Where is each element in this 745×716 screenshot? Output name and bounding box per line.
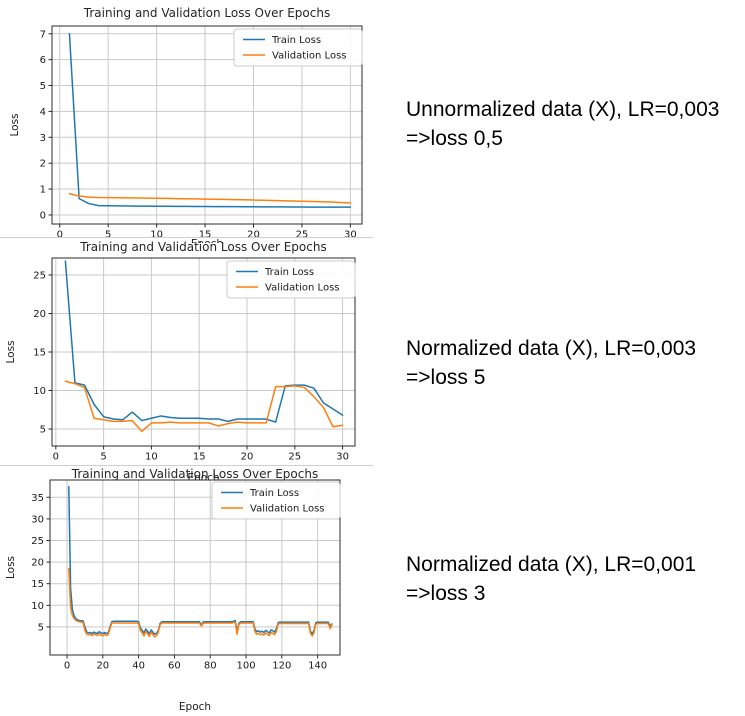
svg-text:20: 20 — [247, 229, 260, 240]
svg-text:Training and Validation Loss O: Training and Validation Loss Over Epochs — [71, 467, 318, 481]
svg-text:20: 20 — [33, 309, 46, 320]
svg-text:Train Loss: Train Loss — [264, 267, 314, 278]
svg-text:20: 20 — [241, 451, 254, 462]
loss-chart-normalized-lr001: 0 20 40 60 80 100 120 140 5 10 15 20 25 30 35 Training … — [0, 466, 373, 716]
svg-text:10: 10 — [33, 386, 46, 397]
svg-text:4: 4 — [40, 107, 46, 118]
svg-text:Loss: Loss — [9, 113, 21, 136]
annotation-normalized-lr001: Normalized data (X), LR=0,001 =>loss 3 — [406, 550, 742, 608]
svg-text:25: 25 — [33, 270, 46, 281]
svg-text:5: 5 — [40, 425, 46, 436]
loss-chart-normalized-lr003: 0 5 10 15 20 25 30 5 10 15 20 25 Training and Valida… — [0, 237, 373, 480]
loss-chart-unnormalized: 0 5 10 15 20 25 30 0 1 2 3 4 5 6 7 Training and Validat… — [0, 0, 373, 243]
svg-text:Loss: Loss — [5, 556, 17, 579]
svg-text:Validation Loss: Validation Loss — [265, 283, 340, 294]
svg-text:Training and Validation Loss O: Training and Validation Loss Over Epochs — [83, 6, 330, 20]
svg-text:30: 30 — [344, 229, 357, 240]
svg-text:Training and Validation Loss O: Training and Validation Loss Over Epochs — [79, 240, 326, 254]
svg-text:Train Loss: Train Loss — [249, 488, 299, 499]
svg-text:20: 20 — [31, 558, 44, 569]
svg-text:25: 25 — [296, 229, 309, 240]
svg-text:80: 80 — [204, 660, 217, 671]
svg-text:Epoch: Epoch — [187, 472, 219, 480]
svg-text:15: 15 — [33, 348, 46, 359]
svg-text:Validation Loss: Validation Loss — [272, 51, 347, 62]
svg-text:140: 140 — [308, 660, 327, 671]
svg-text:20: 20 — [96, 660, 109, 671]
svg-text:0: 0 — [64, 660, 70, 671]
svg-text:60: 60 — [168, 660, 181, 671]
svg-text:0: 0 — [40, 210, 46, 221]
svg-text:0: 0 — [53, 451, 59, 462]
annotation-normalized-lr001-line-1: Normalized data (X), LR=0,001 — [406, 553, 697, 576]
svg-text:3: 3 — [40, 133, 46, 144]
svg-text:0: 0 — [57, 229, 63, 240]
chart-divider-1 — [0, 237, 373, 238]
svg-text:Validation Loss: Validation Loss — [250, 504, 325, 515]
annotation-unnormalized: Unnormalized data (X), LR=0,003 =>loss 0… — [406, 95, 742, 153]
svg-text:25: 25 — [288, 451, 301, 462]
svg-text:30: 30 — [31, 514, 44, 525]
annotation-unnormalized-line-1: Unnormalized data (X), LR=0,003 — [406, 98, 720, 121]
svg-text:Train Loss: Train Loss — [271, 35, 321, 46]
loss-chart-unnormalized-svg: 0 5 10 15 20 25 30 0 1 2 3 4 5 6 7 Training and Validat… — [9, 6, 363, 243]
svg-text:120: 120 — [272, 660, 291, 671]
svg-text:10: 10 — [150, 229, 163, 240]
annotation-normalized-lr001-line-2: =>loss 3 — [406, 582, 486, 605]
svg-text:15: 15 — [199, 229, 212, 240]
svg-text:15: 15 — [193, 451, 206, 462]
svg-text:30: 30 — [336, 451, 349, 462]
svg-text:40: 40 — [132, 660, 145, 671]
svg-text:5: 5 — [40, 81, 46, 92]
svg-text:15: 15 — [31, 579, 44, 590]
svg-text:Epoch: Epoch — [179, 701, 211, 713]
svg-text:10: 10 — [145, 451, 158, 462]
annotation-normalized-lr003-line-1: Normalized data (X), LR=0,003 — [406, 337, 697, 360]
svg-text:5: 5 — [100, 451, 106, 462]
svg-text:5: 5 — [38, 622, 44, 633]
svg-text:Loss: Loss — [5, 340, 17, 363]
svg-text:5: 5 — [105, 229, 111, 240]
svg-text:6: 6 — [40, 55, 46, 66]
svg-text:Epoch: Epoch — [191, 238, 223, 243]
annotation-unnormalized-line-2: =>loss 0,5 — [406, 127, 503, 150]
annotation-normalized-lr003-line-2: =>loss 5 — [406, 366, 486, 389]
svg-text:7: 7 — [40, 29, 46, 40]
svg-text:25: 25 — [31, 536, 44, 547]
chart-divider-2 — [0, 465, 373, 466]
svg-text:35: 35 — [31, 493, 44, 504]
svg-text:10: 10 — [31, 601, 44, 612]
svg-text:100: 100 — [236, 660, 255, 671]
svg-text:2: 2 — [40, 159, 46, 170]
loss-chart-normalized-lr003-svg: 0 5 10 15 20 25 30 5 10 15 20 25 Training and Valida… — [5, 240, 356, 480]
annotation-normalized-lr003: Normalized data (X), LR=0,003 =>loss 5 — [406, 334, 742, 392]
svg-text:1: 1 — [40, 185, 46, 196]
loss-chart-normalized-lr001-svg: 0 20 40 60 80 100 120 140 5 10 15 20 25 30 35 Training … — [5, 467, 341, 713]
